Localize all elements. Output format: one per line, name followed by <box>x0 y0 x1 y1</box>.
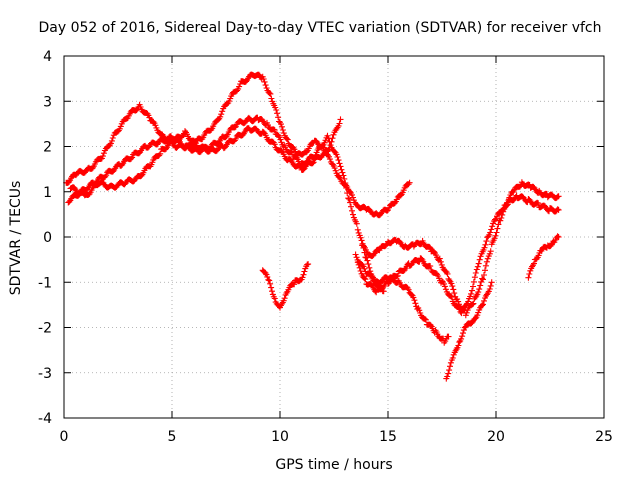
y-tick-label: 3 <box>43 94 52 110</box>
y-tick-label: 2 <box>43 140 52 156</box>
x-axis-ticks: 0 5 10 15 20 25 <box>60 56 613 445</box>
series-markers <box>352 251 452 346</box>
series-markers <box>443 279 495 382</box>
series-track-3 <box>67 116 344 199</box>
series-markers <box>525 233 562 281</box>
series-track-9 <box>525 233 562 281</box>
series-track-8 <box>259 261 312 311</box>
y-tick-label: -4 <box>38 411 52 427</box>
x-tick-label: 10 <box>271 429 289 445</box>
x-tick-label: 15 <box>379 429 397 445</box>
x-tick-label: 20 <box>487 429 505 445</box>
y-axis-ticks: -4 -3 -2 -1 0 1 2 3 4 <box>38 49 604 427</box>
data-points <box>63 71 562 382</box>
y-tick-label: 1 <box>43 185 52 201</box>
x-axis-label: GPS time / hours <box>275 457 393 473</box>
x-tick-label: 25 <box>595 429 613 445</box>
series-markers <box>67 116 344 199</box>
series-markers <box>63 71 413 219</box>
y-tick-label: -2 <box>38 321 52 337</box>
y-tick-label: 0 <box>43 230 52 246</box>
chart-title: Day 052 of 2016, Sidereal Day-to-day VTE… <box>38 20 602 36</box>
series-track-7 <box>443 279 495 382</box>
y-tick-label: -3 <box>38 366 52 382</box>
series-track-4 <box>359 192 562 319</box>
y-tick-label: -1 <box>38 275 52 291</box>
series-markers <box>259 261 312 311</box>
x-tick-label: 5 <box>168 429 177 445</box>
series-track-6 <box>352 251 452 346</box>
series-track-1 <box>63 71 413 219</box>
series-markers <box>359 192 562 319</box>
x-tick-label: 0 <box>60 429 69 445</box>
y-tick-label: 4 <box>43 49 52 65</box>
